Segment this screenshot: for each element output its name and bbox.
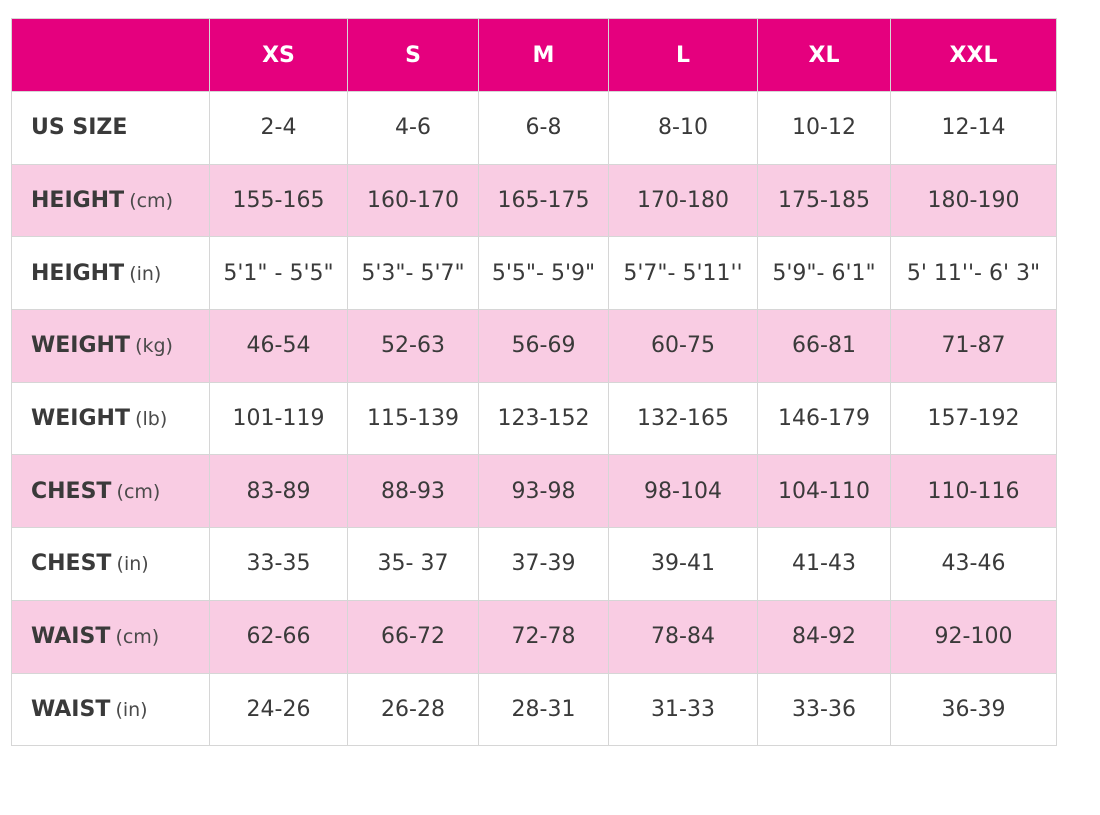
table-cell: 5'3"- 5'7": [347, 236, 479, 311]
row-label: WEIGHT (lb): [11, 381, 210, 456]
table-cell: 175-185: [757, 163, 891, 238]
table-cell: 31-33: [608, 672, 758, 747]
table-cell: 88-93: [347, 454, 479, 529]
table-row: CHEST (cm) 83-89 88-93 93-98 98-104 104-…: [11, 454, 1057, 529]
row-label-main: CHEST: [31, 551, 112, 577]
table-cell: 10-12: [757, 91, 891, 165]
table-row: WAIST (cm) 62-66 66-72 72-78 78-84 84-92…: [11, 599, 1057, 674]
table-cell: 146-179: [757, 381, 891, 456]
table-cell: 71-87: [890, 309, 1057, 383]
row-label-unit: (in): [116, 553, 149, 576]
table-cell: 56-69: [478, 309, 609, 383]
table-cell: 60-75: [608, 309, 758, 383]
table-cell: 110-116: [890, 454, 1057, 529]
table-cell: 157-192: [890, 381, 1057, 456]
row-label-main: HEIGHT: [31, 260, 125, 286]
table-row: HEIGHT (in) 5'1" - 5'5" 5'3"- 5'7" 5'5"-…: [11, 236, 1057, 311]
size-header-row: XS S M L XL XXL: [11, 18, 1057, 92]
table-cell: 8-10: [608, 91, 758, 165]
table-cell: 4-6: [347, 91, 479, 165]
table-cell: 62-66: [209, 599, 348, 674]
row-label-unit: (cm): [115, 626, 160, 649]
table-cell: 36-39: [890, 672, 1057, 747]
table-cell: 66-72: [347, 599, 479, 674]
row-label-main: WEIGHT: [31, 333, 130, 359]
table-cell: 52-63: [347, 309, 479, 383]
table-cell: 41-43: [757, 527, 891, 601]
row-label: WEIGHT (kg): [11, 309, 210, 383]
row-label-unit: (kg): [135, 335, 173, 358]
table-cell: 98-104: [608, 454, 758, 529]
row-label-unit: (cm): [116, 480, 161, 503]
table-row: WAIST (in) 24-26 26-28 28-31 31-33 33-36…: [11, 672, 1057, 747]
table-cell: 165-175: [478, 163, 609, 238]
table-cell: 39-41: [608, 527, 758, 601]
size-header-l: L: [608, 18, 758, 92]
table-row: HEIGHT (cm) 155-165 160-170 165-175 170-…: [11, 163, 1057, 238]
row-label: WAIST (in): [11, 672, 210, 747]
table-row: WEIGHT (lb) 101-119 115-139 123-152 132-…: [11, 381, 1057, 456]
row-label-main: US SIZE: [31, 115, 128, 141]
row-label: CHEST (cm): [11, 454, 210, 529]
row-label: WAIST (cm): [11, 599, 210, 674]
table-cell: 115-139: [347, 381, 479, 456]
table-cell: 101-119: [209, 381, 348, 456]
table-cell: 170-180: [608, 163, 758, 238]
table-cell: 43-46: [890, 527, 1057, 601]
size-chart-table: XS S M L XL XXL US SIZE 2-4 4-6 6-8 8-10…: [11, 18, 1057, 747]
table-row: US SIZE 2-4 4-6 6-8 8-10 10-12 12-14: [11, 91, 1057, 165]
table-cell: 84-92: [757, 599, 891, 674]
size-header-s: S: [347, 18, 479, 92]
table-cell: 160-170: [347, 163, 479, 238]
row-label-main: HEIGHT: [31, 188, 125, 214]
table-row: CHEST (in) 33-35 35- 37 37-39 39-41 41-4…: [11, 527, 1057, 601]
corner-cell: [11, 18, 210, 92]
size-header-xl: XL: [757, 18, 891, 92]
size-header-xs: XS: [209, 18, 348, 92]
table-cell: 83-89: [209, 454, 348, 529]
table-cell: 5' 11''- 6' 3": [890, 236, 1057, 311]
table-cell: 72-78: [478, 599, 609, 674]
table-cell: 6-8: [478, 91, 609, 165]
row-label: HEIGHT (cm): [11, 163, 210, 238]
table-cell: 5'9"- 6'1": [757, 236, 891, 311]
table-cell: 24-26: [209, 672, 348, 747]
table-cell: 92-100: [890, 599, 1057, 674]
size-header-xxl: XXL: [890, 18, 1057, 92]
table-cell: 78-84: [608, 599, 758, 674]
table-cell: 37-39: [478, 527, 609, 601]
table-cell: 132-165: [608, 381, 758, 456]
table-cell: 33-36: [757, 672, 891, 747]
row-label-unit: (lb): [135, 408, 168, 431]
table-cell: 2-4: [209, 91, 348, 165]
row-label-main: CHEST: [31, 478, 112, 504]
row-label-main: WAIST: [31, 696, 111, 722]
table-cell: 180-190: [890, 163, 1057, 238]
row-label: US SIZE: [11, 91, 210, 165]
table-cell: 123-152: [478, 381, 609, 456]
table-cell: 104-110: [757, 454, 891, 529]
row-label-main: WAIST: [31, 624, 111, 650]
table-cell: 155-165: [209, 163, 348, 238]
table-row: WEIGHT (kg) 46-54 52-63 56-69 60-75 66-8…: [11, 309, 1057, 383]
table-cell: 33-35: [209, 527, 348, 601]
row-label-unit: (in): [129, 262, 162, 285]
table-cell: 35- 37: [347, 527, 479, 601]
table-cell: 46-54: [209, 309, 348, 383]
table-cell: 5'7"- 5'11'': [608, 236, 758, 311]
row-label: CHEST (in): [11, 527, 210, 601]
row-label: HEIGHT (in): [11, 236, 210, 311]
table-cell: 28-31: [478, 672, 609, 747]
row-label-main: WEIGHT: [31, 406, 130, 432]
table-cell: 66-81: [757, 309, 891, 383]
row-label-unit: (in): [115, 698, 148, 721]
table-cell: 5'5"- 5'9": [478, 236, 609, 311]
table-cell: 12-14: [890, 91, 1057, 165]
table-cell: 26-28: [347, 672, 479, 747]
table-cell: 93-98: [478, 454, 609, 529]
table-cell: 5'1" - 5'5": [209, 236, 348, 311]
size-header-m: M: [478, 18, 609, 92]
row-label-unit: (cm): [129, 190, 173, 213]
